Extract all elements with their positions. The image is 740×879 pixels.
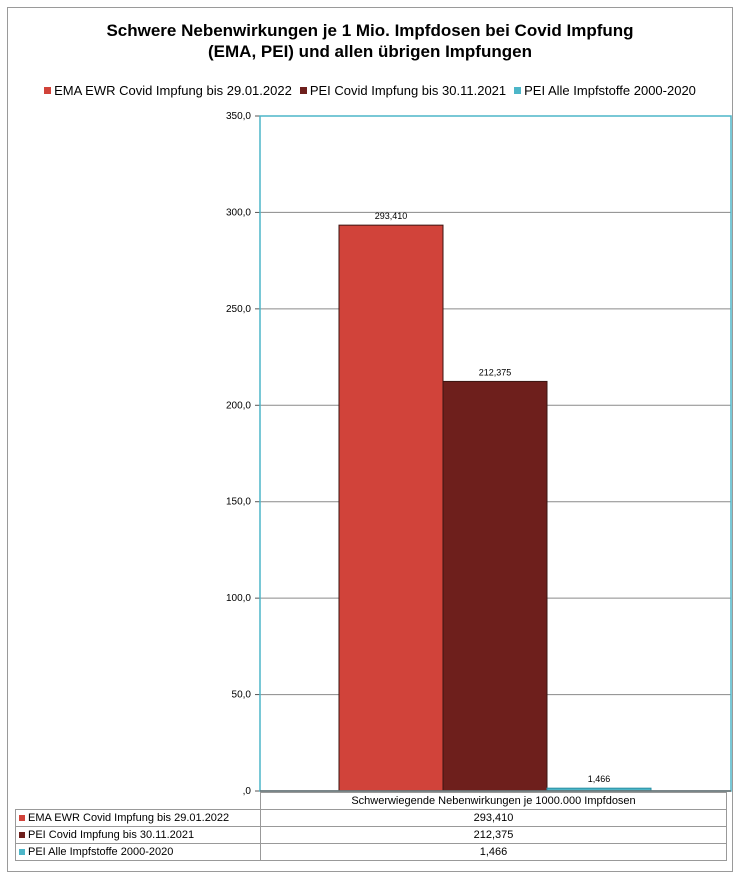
legend-label-pei-covid: PEI Covid Impfung bis 30.11.2021 <box>309 83 507 98</box>
y-tick-label: 50,0 <box>232 690 252 701</box>
chart-title-line-2: (EMA, PEI) und allen übrigen Impfungen <box>208 42 532 61</box>
legend-swatch-ema <box>44 87 52 94</box>
legend-swatch-pei-covid <box>299 87 307 94</box>
data-table-corner <box>16 793 261 810</box>
data-table-value: 1,466 <box>260 843 727 861</box>
y-tick-label: 350,0 <box>226 111 251 122</box>
data-table-row-label-text: PEI Covid Impfung bis 30.11.2021 <box>28 829 195 841</box>
data-table-row: PEI Alle Impfstoffe 2000-2020 1,466 <box>15 843 727 861</box>
legend-swatch-pei-all <box>514 87 522 94</box>
data-table-header-row: Schwerwiegende Nebenwirkungen je 1000.00… <box>16 792 727 810</box>
data-table-row-label-text: EMA EWR Covid Impfung bis 29.01.2022 <box>28 812 230 824</box>
legend-item-pei-covid: PEI Covid Impfung bis 30.11.2021 <box>299 83 507 98</box>
chart-title: Schwere Nebenwirkungen je 1 Mio. Impfdos… <box>0 20 740 62</box>
data-table-value: 293,410 <box>260 809 727 827</box>
data-table-row-label: EMA EWR Covid Impfung bis 29.01.2022 <box>15 809 261 827</box>
data-table-swatch-pei-covid <box>19 832 25 838</box>
legend-label-ema: EMA EWR Covid Impfung bis 29.01.2022 <box>54 83 292 98</box>
y-tick-label: 300,0 <box>226 207 251 218</box>
legend-item-pei-all: PEI Alle Impfstoffe 2000-2020 <box>514 83 696 98</box>
data-label: 293,410 <box>375 211 408 221</box>
legend-label-pei-all: PEI Alle Impfstoffe 2000-2020 <box>524 83 696 98</box>
chart-title-line-1: Schwere Nebenwirkungen je 1 Mio. Impfdos… <box>106 21 634 40</box>
y-tick-label: 100,0 <box>226 593 251 604</box>
bar <box>442 380 548 792</box>
y-tick-label: ,0 <box>243 786 252 797</box>
data-table: Schwerwiegende Nebenwirkungen je 1000.00… <box>15 792 727 861</box>
y-tick-label: 200,0 <box>226 400 251 411</box>
data-table-category-header: Schwerwiegende Nebenwirkungen je 1000.00… <box>260 792 727 810</box>
chart-legend: EMA EWR Covid Impfung bis 29.01.2022 PEI… <box>0 83 740 98</box>
data-table-swatch-pei-all <box>19 849 25 855</box>
data-label: 212,375 <box>479 367 512 377</box>
data-table-value: 212,375 <box>260 826 727 844</box>
y-tick-label: 250,0 <box>226 304 251 315</box>
data-table-row: EMA EWR Covid Impfung bis 29.01.2022 293… <box>15 809 727 827</box>
y-tick-label: 150,0 <box>226 497 251 508</box>
legend-item-ema: EMA EWR Covid Impfung bis 29.01.2022 <box>44 83 292 98</box>
data-table-row-label: PEI Alle Impfstoffe 2000-2020 <box>15 843 261 861</box>
data-table-row-label-text: PEI Alle Impfstoffe 2000-2020 <box>28 846 174 858</box>
data-table-row: PEI Covid Impfung bis 30.11.2021 212,375 <box>15 826 727 844</box>
bar <box>338 224 444 792</box>
data-table-swatch-ema <box>19 815 25 821</box>
data-table-row-label: PEI Covid Impfung bis 30.11.2021 <box>15 826 261 844</box>
data-label: 1,466 <box>588 774 611 784</box>
